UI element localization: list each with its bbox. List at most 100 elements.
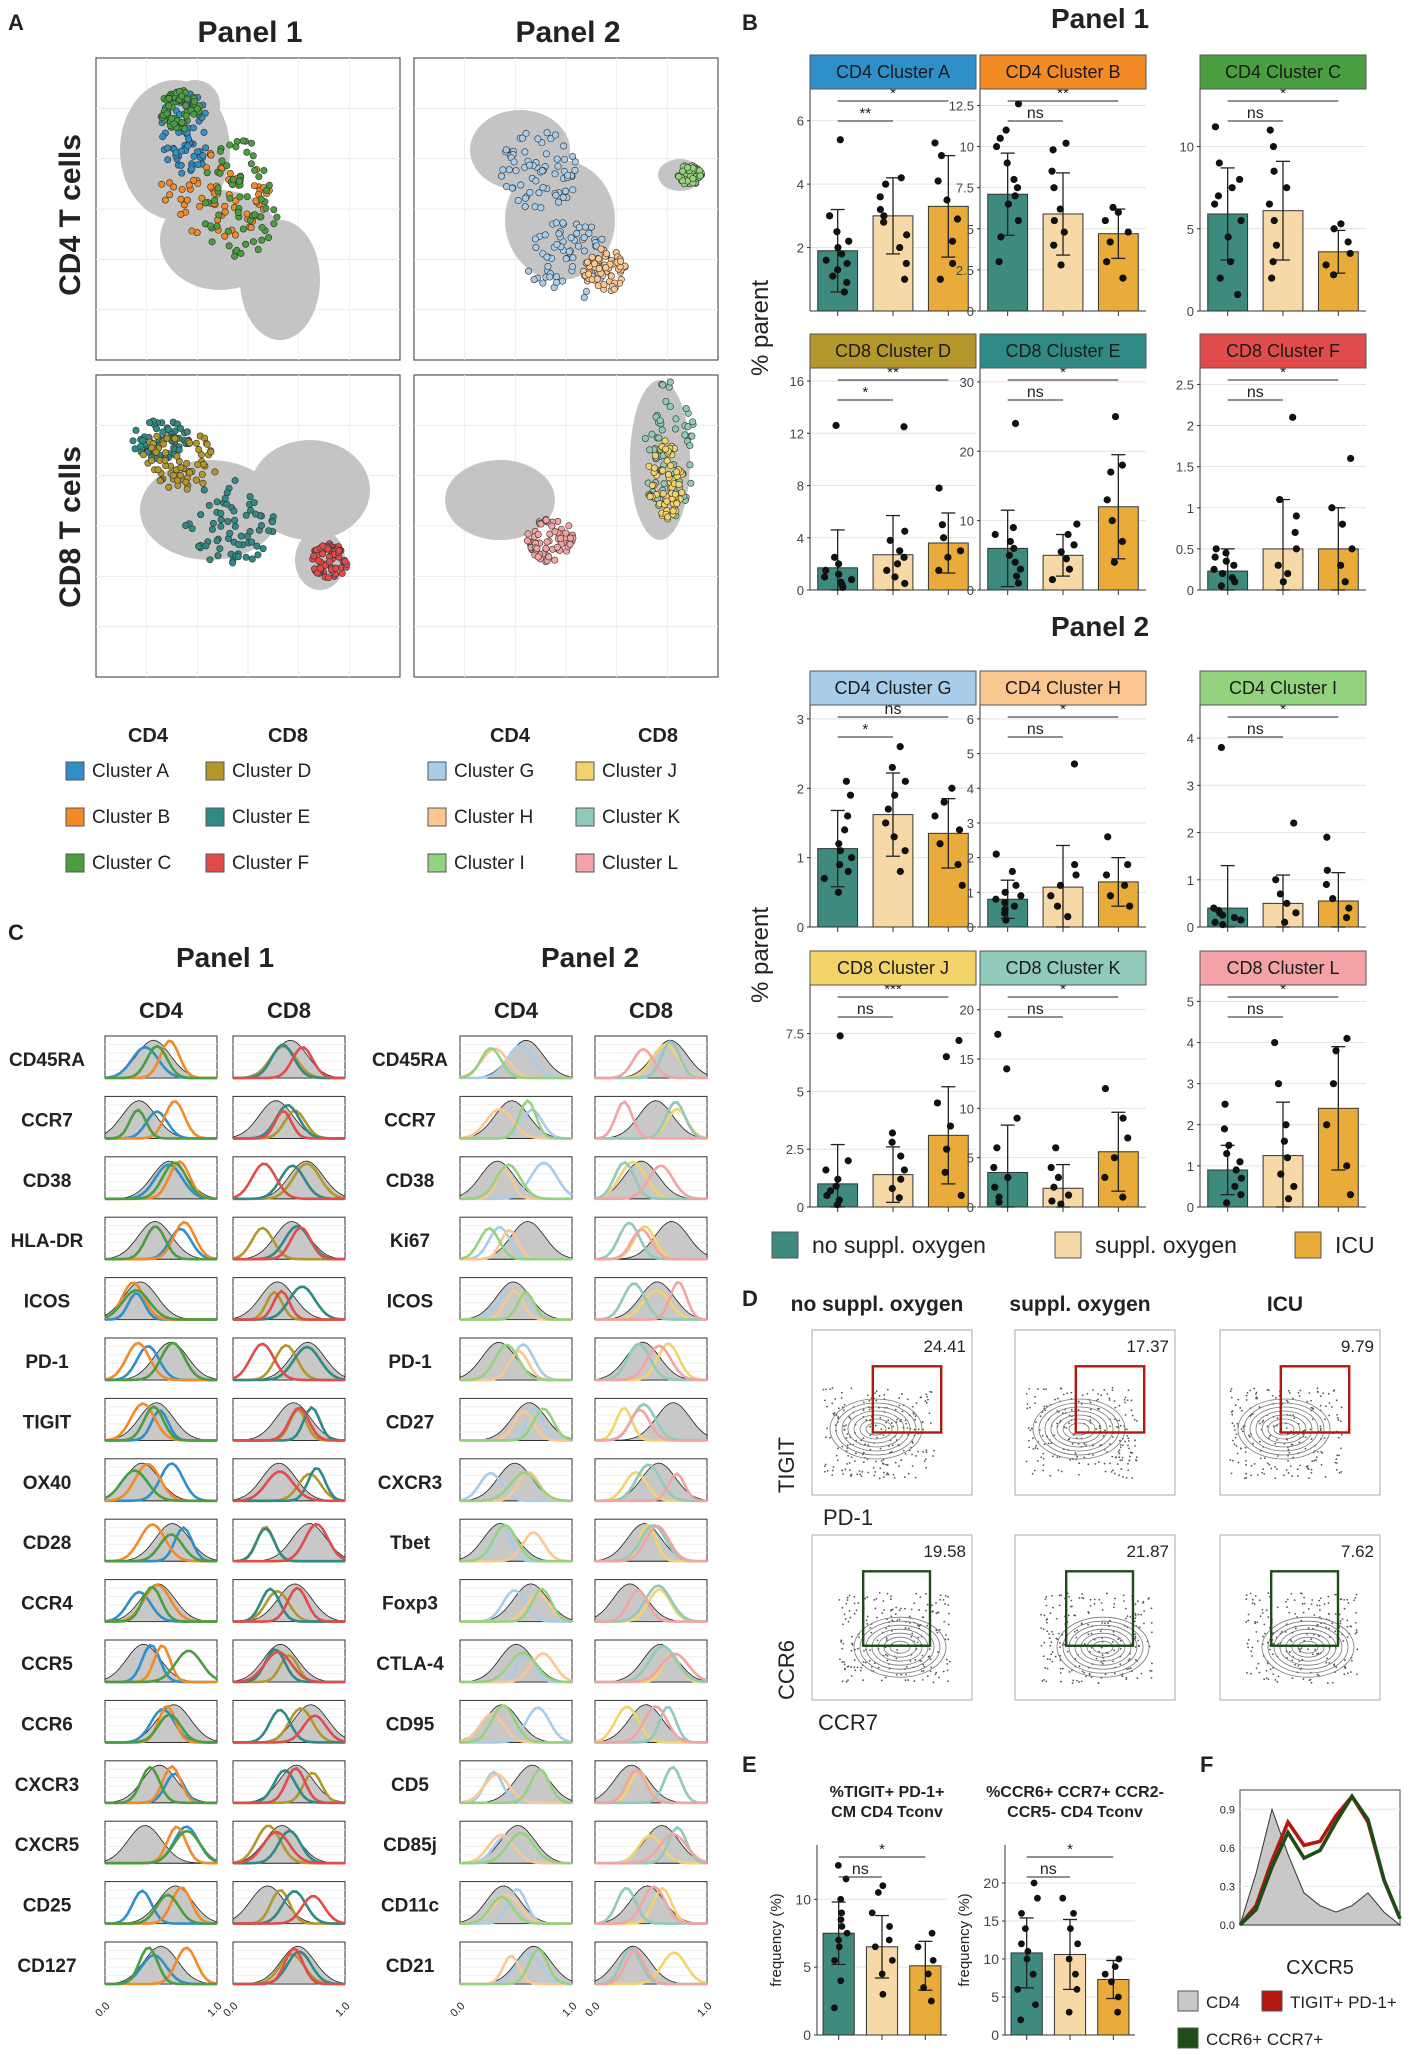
umap-cell-point xyxy=(226,141,234,149)
event-dot xyxy=(1311,1653,1314,1656)
histogram-cell xyxy=(232,1337,346,1382)
data-point xyxy=(897,174,905,182)
event-dot xyxy=(1309,1678,1312,1681)
event-dot xyxy=(1272,1425,1275,1428)
event-dot xyxy=(1232,1439,1234,1442)
event-dot xyxy=(1134,1603,1137,1606)
event-dot xyxy=(904,1627,907,1629)
event-dot xyxy=(1101,1654,1104,1657)
event-dot xyxy=(1124,1396,1127,1399)
contour-line xyxy=(859,1418,893,1440)
event-dot xyxy=(1276,1606,1279,1609)
event-dot xyxy=(1234,1429,1236,1431)
cluster-density xyxy=(232,1342,345,1382)
event-dot xyxy=(1288,1392,1291,1394)
event-dot xyxy=(1124,1401,1126,1404)
data-point xyxy=(868,1909,876,1917)
event-dot xyxy=(844,1468,847,1471)
umap-cell-point xyxy=(542,150,550,158)
event-dot xyxy=(1263,1473,1266,1475)
cluster-density xyxy=(105,1946,217,1986)
event-dot xyxy=(1066,1392,1069,1395)
event-dot xyxy=(869,1448,872,1451)
marker-label: OX40 xyxy=(23,1473,72,1494)
event-dot xyxy=(1136,1677,1139,1679)
umap-cell-point xyxy=(565,248,573,256)
event-dot xyxy=(905,1422,907,1425)
data-point xyxy=(901,777,909,785)
event-dot xyxy=(868,1400,871,1402)
data-point xyxy=(1223,1199,1231,1207)
event-dot xyxy=(1266,1388,1269,1391)
data-point xyxy=(835,840,843,848)
legend-label: TIGIT+ PD-1+ xyxy=(1290,1993,1397,2012)
event-dot xyxy=(1100,1394,1103,1397)
histogram-cell xyxy=(459,1579,573,1623)
event-dot xyxy=(1045,1680,1048,1683)
event-dot xyxy=(1334,1461,1337,1464)
legend-label: CD4 xyxy=(1206,1993,1240,2012)
data-point xyxy=(936,840,944,848)
event-dot xyxy=(948,1660,951,1663)
event-dot xyxy=(834,1398,837,1400)
umap-cell-point xyxy=(199,479,207,487)
cluster-density xyxy=(105,1225,217,1261)
marker-label: CXCR5 xyxy=(15,1835,80,1856)
umap-cell-point xyxy=(571,158,579,166)
data-point xyxy=(888,1956,896,1964)
umap-cell-point xyxy=(206,556,214,564)
event-dot xyxy=(1111,1386,1114,1389)
event-dot xyxy=(869,1425,872,1428)
event-dot xyxy=(942,1598,945,1601)
data-point xyxy=(1065,2008,1073,2016)
event-dot xyxy=(862,1461,865,1463)
data-point xyxy=(1283,1154,1292,1162)
event-dot xyxy=(1339,1620,1342,1623)
facet-title: CD4 Cluster B xyxy=(1005,62,1120,82)
event-dot xyxy=(919,1396,922,1399)
legend-label: Cluster C xyxy=(92,853,171,874)
event-dot xyxy=(896,1418,899,1421)
umap-cell-point xyxy=(183,485,191,493)
event-dot xyxy=(885,1637,888,1639)
event-dot xyxy=(1328,1402,1331,1404)
umap-cell-point xyxy=(203,440,211,448)
event-dot xyxy=(946,1663,949,1665)
facet-header xyxy=(809,54,977,90)
histogram-cell xyxy=(104,1216,218,1261)
umap-cell-point xyxy=(573,229,581,237)
event-dot xyxy=(1049,1612,1052,1615)
event-dot xyxy=(1097,1398,1100,1401)
event-dot xyxy=(1134,1633,1137,1636)
data-point xyxy=(1073,1986,1081,1993)
significance-label: * xyxy=(862,721,868,738)
umap-cell-point xyxy=(254,551,262,559)
event-dot xyxy=(935,1629,938,1632)
event-dot xyxy=(1101,1622,1104,1624)
umap-cell-point xyxy=(258,236,266,244)
umap-cell-point xyxy=(669,507,677,515)
significance-label: ns xyxy=(852,1861,869,1878)
umap-cell-point xyxy=(196,202,204,210)
event-dot xyxy=(1245,1476,1248,1479)
umap-cell-point xyxy=(532,244,540,252)
y-tick-label: 5 xyxy=(967,747,974,762)
umap-cell-point xyxy=(319,550,327,558)
facet-title: CD4 Cluster H xyxy=(1005,678,1121,698)
umap-cell-point xyxy=(510,158,518,166)
event-dot xyxy=(887,1473,890,1476)
event-dot xyxy=(1290,1640,1293,1643)
event-dot xyxy=(836,1459,839,1462)
event-dot xyxy=(921,1421,924,1424)
event-dot xyxy=(1035,1444,1038,1447)
event-dot xyxy=(1127,1469,1130,1472)
y-tick-label: 1 xyxy=(1187,873,1194,888)
event-dot xyxy=(878,1591,881,1594)
data-point xyxy=(1237,216,1245,225)
event-dot xyxy=(928,1655,931,1658)
data-point xyxy=(1073,520,1081,528)
event-dot xyxy=(835,1414,838,1416)
significance-label: * xyxy=(1280,701,1286,718)
umap-cell-point xyxy=(183,95,191,103)
